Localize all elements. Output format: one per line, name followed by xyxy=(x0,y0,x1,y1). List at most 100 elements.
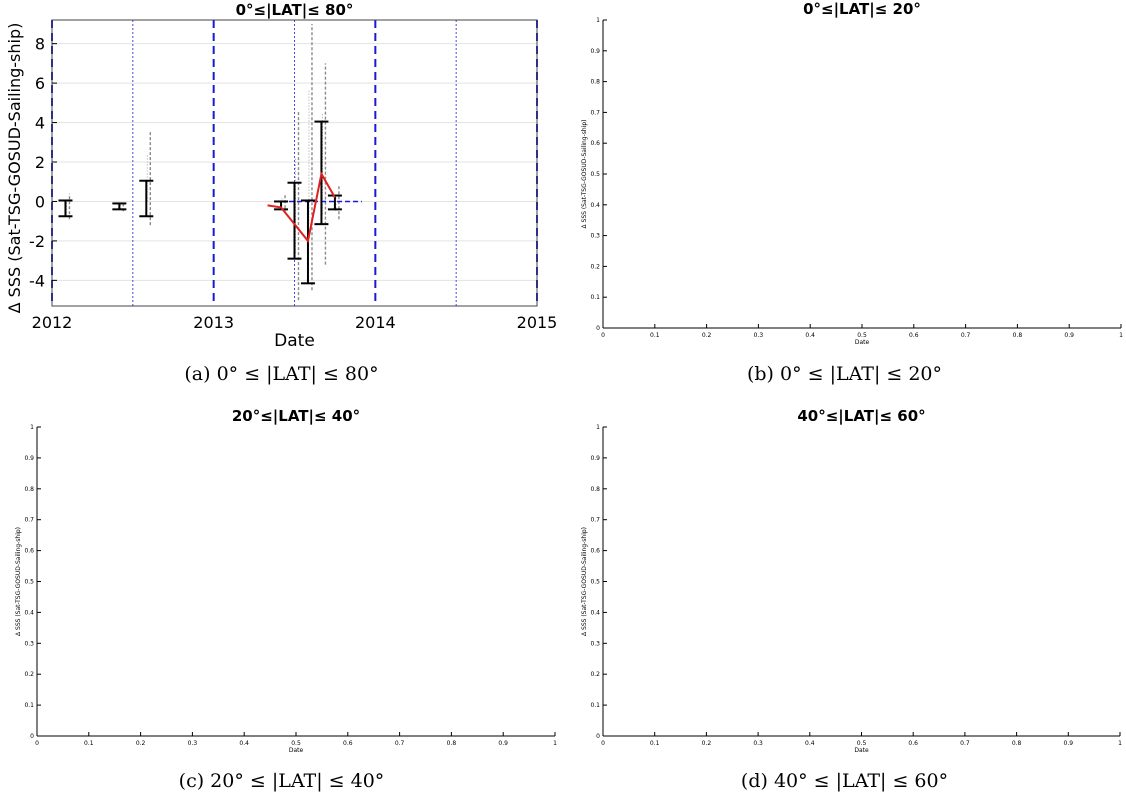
figure-panel-d: 0 0.1 0.2 0.3 0.4 0.5 0.6 0.7 0.8 0.9 1 0 0.1 0.2 0.3 0… xyxy=(563,403,1126,803)
x-tick-label: 0.6 xyxy=(343,740,353,747)
x-axis-label: Date xyxy=(854,747,869,754)
y-tick-label: 0.8 xyxy=(24,486,34,493)
x-axis-label: Date xyxy=(274,331,315,351)
x-tick-label: 1 xyxy=(1118,740,1122,747)
y-axis-label: Δ SSS (Sat-TSG-GOSUD-Sailing-ship) xyxy=(15,527,22,636)
x-tick-label: 1 xyxy=(553,740,557,747)
y-tick-label: 0.7 xyxy=(590,517,600,524)
x-tick-label: 0.5 xyxy=(857,332,867,339)
x-tick-label: 0.1 xyxy=(650,740,660,747)
y-tick-label: 0 xyxy=(30,733,34,740)
y-tick-label: 6 xyxy=(35,74,45,93)
chart-title: 0°≤|LAT|≤ 20° xyxy=(803,0,921,19)
y-tick-label: -2 xyxy=(29,232,45,251)
x-tick-label: 1 xyxy=(1119,332,1123,339)
x-tick-label: 0.4 xyxy=(805,332,815,339)
y-tick-label: 0.3 xyxy=(24,640,34,647)
y-tick-label: 0.4 xyxy=(590,609,600,616)
y-tick-label: 0.4 xyxy=(24,609,34,616)
x-axis-label: Date xyxy=(289,747,304,754)
caption-a: (a) 0° ≤ |LAT| ≤ 80° xyxy=(184,363,379,385)
x-tick-label: 0.3 xyxy=(753,740,763,747)
x-tick-label: 0.3 xyxy=(754,332,764,339)
y-tick-label: 0.6 xyxy=(24,548,34,555)
mean-line xyxy=(267,171,336,244)
y-tick-label: 0.3 xyxy=(590,233,600,240)
y-tick-label: 0.2 xyxy=(590,671,600,678)
y-axis-label: Δ SSS (Sat-TSG-GOSUD-Sailing-ship) xyxy=(5,23,24,314)
y-tick-label: 0.7 xyxy=(24,517,34,524)
y-tick-label: 0.1 xyxy=(24,702,34,709)
y-tick-label: -4 xyxy=(29,271,45,290)
y-tick-label: 0.7 xyxy=(590,109,600,116)
x-tick-label: 0.6 xyxy=(909,332,919,339)
y-axis-label: Δ SSS (Sat-TSG-GOSUD-Sailing-ship) xyxy=(581,527,588,636)
x-tick-label: 0.4 xyxy=(239,740,249,747)
y-tick-label: 0.5 xyxy=(590,171,600,178)
y-tick-label: 0.3 xyxy=(590,640,600,647)
x-tick-label: 0.9 xyxy=(1064,740,1074,747)
plot-frame xyxy=(51,19,538,307)
y-tick-label: 0.8 xyxy=(590,486,600,493)
y-tick-label: 0.6 xyxy=(590,140,600,147)
chart-a: -4 -2 0 2 4 6 8 2012 2013 2014 2015 0°≤|LAT|≤ 80° Da… xyxy=(5,1,558,351)
plot-area xyxy=(52,20,537,306)
x-tick-label: 0.2 xyxy=(702,740,712,747)
y-tick-label: 0.9 xyxy=(24,455,34,462)
x-tick-label: 2015 xyxy=(517,313,558,332)
x-tick-label: 0.5 xyxy=(291,740,301,747)
x-tick-label: 0.6 xyxy=(908,740,918,747)
x-tick-label: 0.3 xyxy=(188,740,198,747)
chart-title: 0°≤|LAT|≤ 80° xyxy=(236,1,354,20)
x-tick-label: 0.5 xyxy=(857,740,867,747)
figure-panel-a: -4 -2 0 2 4 6 8 2012 2013 2014 2015 0°≤|LAT|≤ 80° Da… xyxy=(0,0,563,398)
x-tick-label: 0.2 xyxy=(702,332,712,339)
x-tick-label: 0 xyxy=(601,332,605,339)
y-tick-label: 0.1 xyxy=(590,294,600,301)
y-tick-label: 1 xyxy=(596,17,600,24)
y-tick-label: 1 xyxy=(596,424,600,431)
x-tick-label: 0.1 xyxy=(84,740,94,747)
y-tick-label: 0.9 xyxy=(590,455,600,462)
x-tick-label: 0.8 xyxy=(1013,332,1023,339)
chart-b: 0 0.1 0.2 0.3 0.4 0.5 0.6 0.7 0.8 0.9 1 0 0.1 0.2 0.3 0… xyxy=(581,0,1123,346)
chart-title: 20°≤|LAT|≤ 40° xyxy=(232,407,360,426)
x-tick-label: 0.9 xyxy=(1064,332,1074,339)
chart-c: 0 0.1 0.2 0.3 0.4 0.5 0.6 0.7 0.8 0.9 1 0 0.1 0.2 0.3 0… xyxy=(15,407,557,754)
x-tick-label: 2014 xyxy=(355,313,396,332)
y-tick-label: 4 xyxy=(35,114,45,133)
y-tick-label: 1 xyxy=(30,424,34,431)
x-tick-label: 2013 xyxy=(193,313,234,332)
x-tick-label: 0.4 xyxy=(805,740,815,747)
y-tick-label: 0 xyxy=(35,192,45,211)
chart-d: 0 0.1 0.2 0.3 0.4 0.5 0.6 0.7 0.8 0.9 1 0 0.1 0.2 0.3 0… xyxy=(581,407,1122,754)
figure-panel-b: 0 0.1 0.2 0.3 0.4 0.5 0.6 0.7 0.8 0.9 1 0 0.1 0.2 0.3 0… xyxy=(563,0,1126,398)
y-tick-label: 0.2 xyxy=(24,671,34,678)
x-tick-label: 0.7 xyxy=(960,740,970,747)
x-tick-label: 0.8 xyxy=(447,740,457,747)
y-tick-label: 0.1 xyxy=(590,702,600,709)
x-tick-label: 0 xyxy=(35,740,39,747)
y-tick-label: 0.2 xyxy=(590,263,600,270)
x-tick-label: 0.7 xyxy=(961,332,971,339)
y-tick-label: 0.6 xyxy=(590,548,600,555)
x-tick-label: 0.9 xyxy=(498,740,508,747)
y-tick-label: 0.8 xyxy=(590,79,600,86)
x-tick-label: 0 xyxy=(601,740,605,747)
caption-b: (b) 0° ≤ |LAT| ≤ 20° xyxy=(746,363,943,385)
y-tick-label: 2 xyxy=(35,153,45,172)
x-axis-label: Date xyxy=(855,339,870,346)
y-tick-label: 0.5 xyxy=(24,579,34,586)
x-tick-label: 0.2 xyxy=(136,740,146,747)
y-tick-label: 0 xyxy=(596,733,600,740)
chart-title: 40°≤|LAT|≤ 60° xyxy=(797,407,925,426)
y-tick-label: 0 xyxy=(596,325,600,332)
figure-panel-c: 0 0.1 0.2 0.3 0.4 0.5 0.6 0.7 0.8 0.9 1 0 0.1 0.2 0.3 0… xyxy=(0,403,563,803)
y-tick-label: 8 xyxy=(35,35,45,54)
x-tick-label: 2012 xyxy=(32,313,73,332)
caption-d: (d) 40° ≤ |LAT| ≤ 60° xyxy=(740,770,949,792)
x-tick-label: 0.8 xyxy=(1012,740,1022,747)
y-tick-label: 0.5 xyxy=(590,579,600,586)
caption-c: (c) 20° ≤ |LAT| ≤ 40° xyxy=(178,770,385,792)
x-tick-label: 0.1 xyxy=(650,332,660,339)
